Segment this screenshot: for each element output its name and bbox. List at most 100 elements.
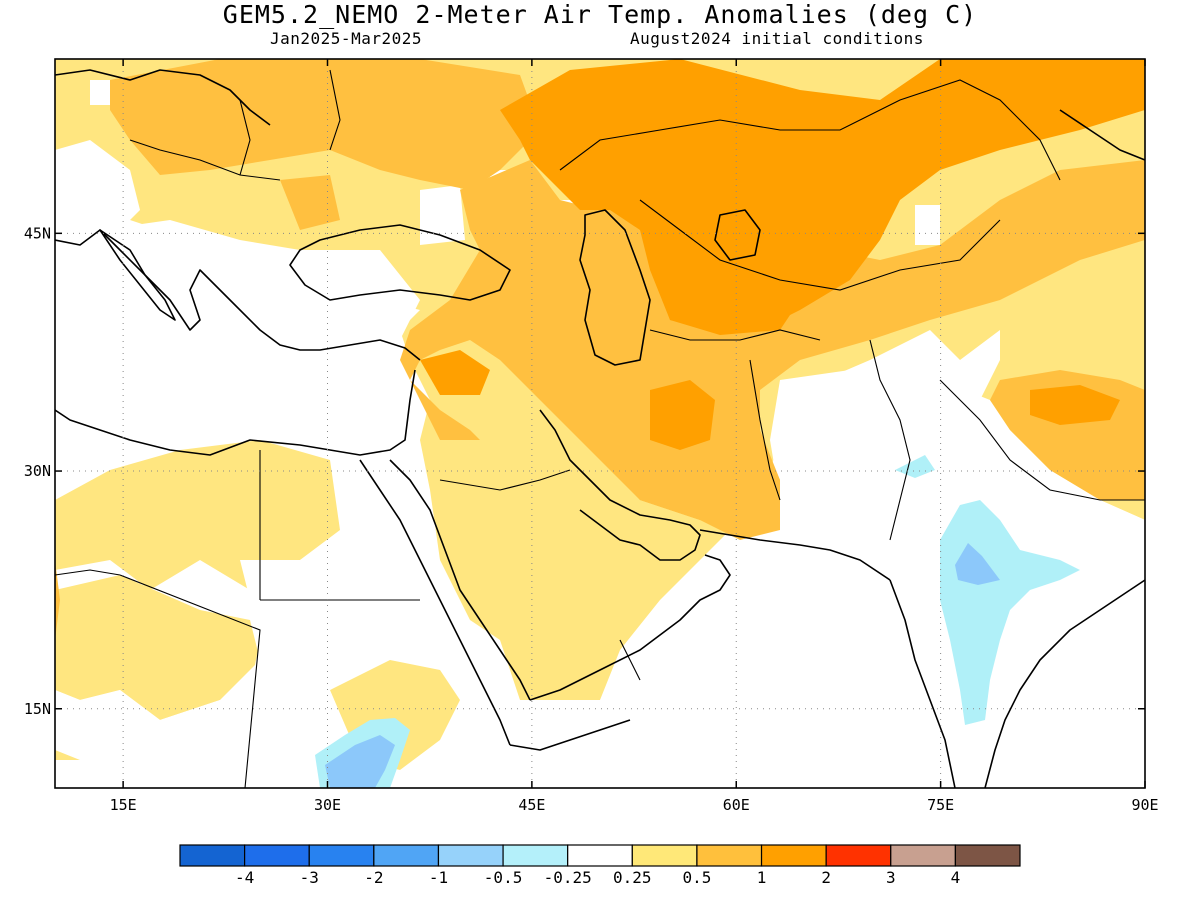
colorbar-swatch: [244, 844, 310, 867]
india-cool-patch: [955, 543, 1000, 585]
chad-border: [119, 574, 261, 788]
south-europe-warm-patch: [280, 175, 340, 230]
colorbar-label: -1: [429, 868, 448, 887]
kazakhstan-strong-warm-patch: [660, 250, 800, 335]
india-neutral-region: [720, 360, 1145, 788]
colorbar-swatch: [373, 844, 440, 867]
west-africa-warm-patch: [55, 560, 60, 640]
colorbar-swatch: [308, 844, 375, 867]
anomaly-cool: [315, 455, 1080, 788]
arabia-south-neutral-region: [520, 600, 760, 788]
mediterranean-south-coast: [55, 369, 416, 456]
colorbar-label: -0.5: [484, 868, 523, 887]
lon-tick-label: 30E: [314, 796, 341, 814]
pakistan-india-border: [869, 339, 911, 541]
colorbar-label: -0.25: [544, 868, 592, 887]
west-africa-border: [55, 569, 121, 576]
italy-coast: [99, 229, 176, 321]
yemen-oman-border: [619, 639, 641, 681]
arabia-interior-border: [439, 469, 571, 491]
map-frame: [54, 58, 1146, 789]
colorbar-swatch: [890, 844, 956, 867]
colorbar-label: 0.5: [682, 868, 711, 887]
caspian-coast: [579, 209, 651, 366]
turkmenistan-border: [649, 329, 821, 341]
anomaly-shading: [55, 59, 1145, 788]
horn-of-africa-coast: [509, 719, 631, 751]
red-sea-west-coast: [359, 459, 511, 746]
colorbar-label: 4: [951, 868, 961, 887]
colorbar-label: -2: [364, 868, 383, 887]
colorbar-swatch: [567, 844, 633, 867]
sahel-light-warm-region: [55, 575, 260, 720]
central-asia-warm-region: [400, 160, 1145, 540]
north-africa-light-warm-region: [55, 440, 340, 590]
lat-tick-marks: 45N 30N 15N: [24, 224, 1145, 718]
europe-border-1: [129, 139, 281, 181]
black-sea-coast: [289, 224, 511, 301]
colorbar: -4 -3 -2 -1 -0.5 -0.25 0.25 0.5 1 2 3 4: [179, 844, 1021, 887]
central-africa-neutral-region: [240, 540, 440, 700]
lat-tick-label: 15N: [24, 700, 51, 718]
colorbar-swatch: [696, 844, 763, 867]
mediterranean-neutral-region: [55, 340, 410, 480]
west-africa-neutral-south: [55, 690, 300, 788]
syria-strong-warm-patch: [420, 350, 490, 395]
lat-tick-label: 30N: [24, 462, 51, 480]
colorbar-swatch: [825, 844, 892, 867]
anomaly-strong-warm: [420, 59, 1145, 450]
colorbar-swatch: [437, 844, 504, 867]
himalaya-border: [939, 379, 1145, 501]
india-west-coast: [889, 579, 956, 788]
colorbar-swatch: [502, 844, 569, 867]
country-borders: [55, 69, 1145, 788]
lon-tick-label: 15E: [110, 796, 137, 814]
kazakhstan-border: [639, 199, 1001, 291]
lon-tick-label: 45E: [518, 796, 545, 814]
colorbar-label: 3: [886, 868, 896, 887]
colorbar-label: -3: [300, 868, 319, 887]
mediterranean-north-coast: [55, 229, 421, 361]
persian-gulf-coast: [539, 409, 701, 561]
colorbar-label: 2: [821, 868, 831, 887]
lon-tick-label: 90E: [1131, 796, 1158, 814]
colorbar-label: 1: [757, 868, 767, 887]
east-europe-warm-region: [110, 59, 540, 190]
anomaly-warm: [55, 59, 1145, 640]
chart-title: GEM5.2_NEMO 2-Meter Air Temp. Anomalies …: [222, 0, 978, 29]
north-europe-coast: [55, 69, 271, 126]
lon-tick-marks: 15E 30E 45E 60E 75E 90E: [110, 59, 1159, 814]
colorbar-swatch: [631, 844, 698, 867]
europe-border-3: [329, 69, 341, 151]
russia-kazakh-border: [559, 79, 1061, 181]
india-east-coast: [984, 589, 1131, 788]
ethiopia-cool-patch: [325, 735, 395, 788]
colorbar-label: -4: [235, 868, 254, 887]
iran-strong-warm-patch: [650, 380, 715, 450]
lon-tick-label: 75E: [927, 796, 954, 814]
sinai-neutral-patch: [420, 185, 465, 245]
east-asia-coast: [1059, 109, 1145, 161]
colorbar-swatch: [954, 844, 1021, 867]
aral-coast: [714, 209, 761, 261]
siberia-neutral-patch: [915, 205, 940, 245]
colorbar-swatch: [760, 844, 827, 867]
coastlines: [55, 69, 1145, 788]
balkan-neutral-region: [60, 220, 420, 370]
iran-coast: [699, 529, 891, 581]
initial-conditions: August2024 initial conditions: [630, 29, 924, 48]
north-india-light-cool-patch: [895, 455, 935, 478]
tibet-strong-warm-patch: [1030, 385, 1120, 425]
red-sea-east-coast: [389, 459, 531, 701]
forecast-period: Jan2025-Mar2025: [270, 29, 422, 48]
colorbar-swatch: [179, 844, 246, 867]
europe-neutral-west: [55, 140, 140, 250]
arabia-south-coast: [529, 554, 731, 701]
lat-tick-label: 45N: [24, 224, 51, 242]
lon-tick-label: 60E: [723, 796, 750, 814]
europe-border-2: [239, 99, 251, 176]
bay-of-bengal-coast: [1129, 579, 1145, 591]
iran-afghan-border: [749, 359, 781, 501]
colorbar-label: 0.25: [613, 868, 652, 887]
